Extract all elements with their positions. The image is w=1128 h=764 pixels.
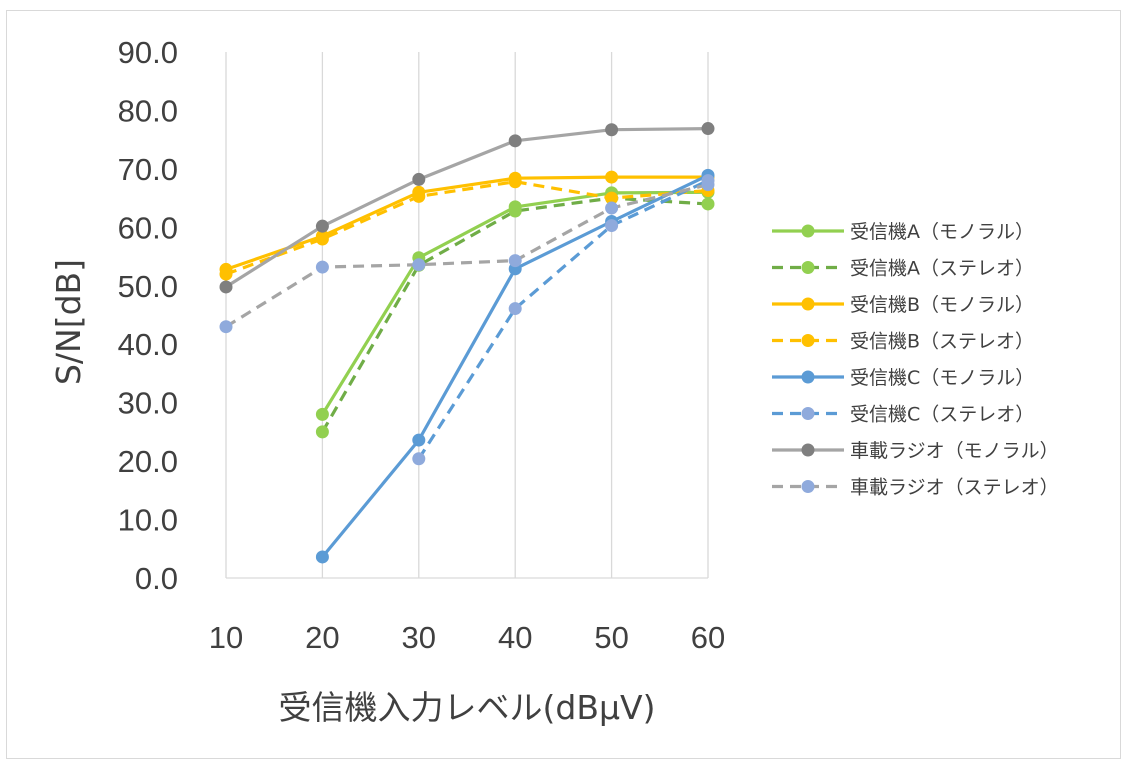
legend-swatch-marker <box>801 407 815 420</box>
series-line <box>225 127 709 289</box>
series-7 <box>219 178 715 334</box>
legend-item: 受信機B（モノラル） <box>772 294 1034 316</box>
data-point <box>412 452 426 466</box>
legend-label: 受信機C（モノラル） <box>850 367 1034 389</box>
data-point <box>412 433 426 447</box>
data-point <box>315 407 329 421</box>
legend: 受信機A（モノラル） 受信機A（ステレオ） 受信機B（モノラル） 受信機B（ステレオ）… <box>772 221 1059 499</box>
x-axis-title: 受信機入力レベル(dBμV) <box>279 688 656 727</box>
data-point <box>315 232 329 246</box>
data-point <box>701 197 715 211</box>
x-tick-label: 60 <box>691 620 725 655</box>
series-5 <box>412 174 715 466</box>
data-point <box>508 134 522 148</box>
legend-item: 受信機B（ステレオ） <box>772 331 1034 353</box>
x-tick-labels: 10 20 30 40 50 60 <box>209 620 725 655</box>
legend-label: 受信機A（モノラル） <box>850 221 1034 243</box>
data-point <box>219 267 233 281</box>
y-tick-label: 30.0 <box>118 386 178 421</box>
series-line <box>225 183 709 329</box>
legend-label: 車載ラジオ（モノラル） <box>850 440 1059 462</box>
y-axis-title: S/N[dB] <box>49 259 88 385</box>
data-point <box>508 175 522 189</box>
y-tick-label: 50.0 <box>118 269 178 304</box>
y-tick-labels: 0.0 10.0 20.0 30.0 40.0 50.0 60.0 70.0 80.0 90.0 <box>118 35 178 596</box>
x-tick-label: 40 <box>498 620 532 655</box>
data-point <box>412 172 426 186</box>
data-point <box>508 254 522 268</box>
y-tick-label: 0.0 <box>135 561 178 596</box>
data-point <box>508 302 522 316</box>
y-tick-label: 60.0 <box>118 210 178 245</box>
y-tick-label: 20.0 <box>118 444 178 479</box>
data-point <box>605 191 619 205</box>
data-point <box>219 320 233 334</box>
legend-swatch-marker <box>801 443 815 457</box>
series-line <box>225 175 708 271</box>
series-2 <box>219 170 715 276</box>
data-point <box>605 219 619 233</box>
data-point <box>315 425 329 439</box>
legend-item: 受信機A（モノラル） <box>772 221 1034 243</box>
legend-item: 受信機C（モノラル） <box>772 367 1034 389</box>
legend-swatch-marker <box>801 480 815 493</box>
y-tick-label: 10.0 <box>118 503 178 538</box>
y-tick-label: 40.0 <box>118 327 178 362</box>
data-point <box>605 170 619 184</box>
plot-series <box>219 122 715 564</box>
data-point <box>508 204 522 218</box>
series-line <box>321 196 709 433</box>
legend-item: 受信機A（ステレオ） <box>772 258 1034 280</box>
data-point <box>315 219 329 233</box>
series-line <box>417 179 709 460</box>
grid-lines <box>225 52 709 579</box>
x-tick-label: 20 <box>305 620 339 655</box>
legend-label: 受信機C（ステレオ） <box>850 404 1034 426</box>
data-point <box>219 280 233 294</box>
legend-label: 受信機B（モノラル） <box>850 294 1034 316</box>
data-point <box>701 122 715 136</box>
legend-item: 車載ラジオ（モノラル） <box>772 440 1059 462</box>
data-point <box>412 258 426 272</box>
legend-swatch-marker <box>801 297 815 311</box>
legend-label: 受信機B（ステレオ） <box>850 331 1034 353</box>
data-point <box>315 260 329 274</box>
data-point <box>605 201 619 215</box>
x-tick-label: 50 <box>594 620 628 655</box>
legend-item: 車載ラジオ（ステレオ） <box>772 477 1059 499</box>
legend-label: 受信機A（ステレオ） <box>850 258 1034 280</box>
data-point <box>701 178 715 192</box>
series-6 <box>219 122 715 294</box>
data-point <box>605 123 619 137</box>
legend-swatch-marker <box>801 224 815 238</box>
x-tick-label: 10 <box>209 620 243 655</box>
data-point <box>412 189 426 203</box>
series-line <box>225 180 709 276</box>
legend-swatch-marker <box>801 370 815 384</box>
y-tick-label: 70.0 <box>118 152 178 187</box>
legend-item: 受信機C（ステレオ） <box>772 404 1034 426</box>
legend-swatch-marker <box>801 334 815 347</box>
y-tick-label: 80.0 <box>118 93 178 128</box>
legend-swatch-marker <box>801 261 815 274</box>
data-point <box>315 550 329 564</box>
x-tick-label: 30 <box>402 620 436 655</box>
legend-label: 車載ラジオ（ステレオ） <box>850 477 1059 499</box>
y-tick-label: 90.0 <box>118 35 178 70</box>
series-3 <box>219 175 715 281</box>
